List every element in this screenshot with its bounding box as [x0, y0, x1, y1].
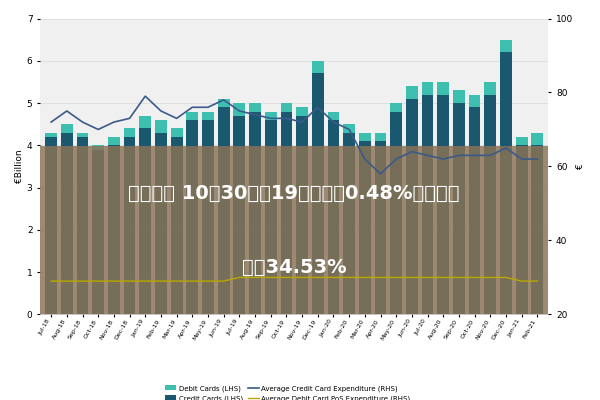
- Bar: [202, 112, 214, 314]
- Bar: [296, 107, 308, 314]
- Bar: [124, 128, 136, 314]
- Bar: [437, 82, 449, 314]
- Bar: [312, 61, 323, 314]
- Bar: [171, 137, 182, 314]
- Bar: [139, 128, 151, 314]
- Bar: [61, 124, 73, 314]
- Bar: [359, 133, 371, 314]
- Bar: [328, 120, 340, 314]
- Bar: [484, 82, 496, 314]
- Bar: [296, 116, 308, 314]
- Bar: [406, 86, 418, 314]
- Bar: [437, 94, 449, 314]
- Text: 价率34.53%: 价率34.53%: [242, 258, 347, 277]
- Bar: [391, 112, 402, 314]
- Bar: [77, 133, 88, 314]
- Bar: [532, 133, 543, 314]
- Bar: [92, 150, 104, 314]
- Bar: [469, 94, 481, 314]
- Bar: [532, 145, 543, 314]
- Bar: [77, 137, 88, 314]
- Bar: [453, 90, 465, 314]
- Bar: [391, 103, 402, 314]
- Bar: [92, 145, 104, 314]
- Bar: [516, 145, 527, 314]
- Bar: [500, 52, 512, 314]
- Bar: [45, 133, 57, 314]
- Bar: [265, 112, 277, 314]
- Bar: [218, 107, 230, 314]
- Bar: [343, 133, 355, 314]
- Bar: [171, 128, 182, 314]
- Bar: [312, 74, 323, 314]
- Bar: [500, 40, 512, 314]
- Legend: Debit Cards (LHS), Credit Cards (LHS), Average Credit Card Expenditure (RHS), Av: Debit Cards (LHS), Credit Cards (LHS), A…: [163, 382, 413, 400]
- Bar: [265, 120, 277, 314]
- Bar: [187, 112, 198, 314]
- Bar: [422, 82, 433, 314]
- Bar: [516, 137, 527, 314]
- Bar: [374, 141, 386, 314]
- Bar: [249, 103, 261, 314]
- Bar: [281, 112, 292, 314]
- Bar: [374, 133, 386, 314]
- FancyBboxPatch shape: [40, 146, 548, 314]
- Bar: [233, 103, 245, 314]
- Bar: [155, 120, 167, 314]
- Bar: [406, 99, 418, 314]
- Bar: [108, 137, 120, 314]
- Bar: [202, 120, 214, 314]
- Bar: [359, 141, 371, 314]
- Bar: [124, 137, 136, 314]
- Bar: [155, 133, 167, 314]
- Bar: [484, 94, 496, 314]
- Bar: [61, 133, 73, 314]
- Bar: [139, 116, 151, 314]
- Bar: [453, 103, 465, 314]
- Bar: [281, 103, 292, 314]
- Bar: [328, 112, 340, 314]
- Bar: [218, 99, 230, 314]
- Bar: [422, 94, 433, 314]
- Bar: [249, 112, 261, 314]
- Bar: [187, 120, 198, 314]
- Text: 个人配资 10月30日鸩19转债上涨0.48%，转股溢: 个人配资 10月30日鸩19转债上涨0.48%，转股溢: [128, 184, 460, 202]
- Y-axis label: €Billion: €Billion: [15, 150, 24, 183]
- Bar: [469, 107, 481, 314]
- Y-axis label: €: €: [576, 164, 585, 169]
- Bar: [343, 124, 355, 314]
- Bar: [45, 137, 57, 314]
- Bar: [233, 116, 245, 314]
- Bar: [108, 145, 120, 314]
